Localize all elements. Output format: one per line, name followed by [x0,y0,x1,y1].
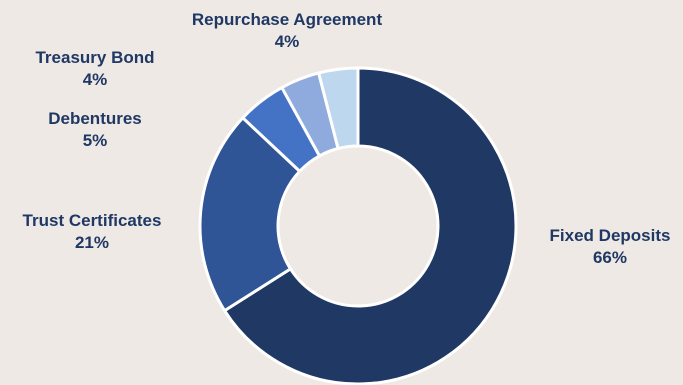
label-value-fixed-deposits: 66% [592,248,628,267]
label-fixed-deposits: Fixed Deposits 66% [550,225,671,269]
slice-repurchase-agreement [317,66,360,151]
label-value-debentures: 5% [82,131,108,150]
label-value-treasury-bond: 4% [82,70,108,89]
label-name-fixed-deposits: Fixed Deposits [549,226,671,245]
label-name-debentures: Debentures [48,109,142,128]
label-name-repurchase-agreement: Repurchase Agreement [191,10,383,29]
label-trust-certificates: Trust Certificates 21% [23,210,162,254]
label-name-trust-certificates: Trust Certificates [22,211,162,230]
label-treasury-bond: Treasury Bond 4% [35,47,154,91]
label-name-treasury-bond: Treasury Bond [35,48,155,67]
label-debentures: Debentures 5% [48,108,142,152]
label-value-trust-certificates: 21% [74,233,110,252]
slice-fixed-deposits [223,66,518,385]
label-repurchase-agreement: Repurchase Agreement 4% [192,9,382,53]
label-value-repurchase-agreement: 4% [274,32,300,51]
slice-trust-certificates [198,116,302,313]
